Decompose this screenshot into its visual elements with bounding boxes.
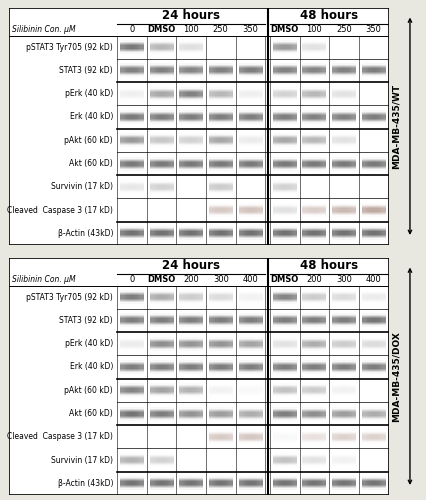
Text: Akt (60 kD): Akt (60 kD) xyxy=(69,409,113,418)
Text: DMSO: DMSO xyxy=(270,25,298,34)
Text: 200: 200 xyxy=(306,275,322,284)
Text: DMSO: DMSO xyxy=(147,275,175,284)
Text: pErk (40 kD): pErk (40 kD) xyxy=(65,339,113,348)
Text: Cleaved  Caspase 3 (17 kD): Cleaved Caspase 3 (17 kD) xyxy=(7,206,113,214)
Text: 48 hours: 48 hours xyxy=(299,259,357,272)
Text: 350: 350 xyxy=(242,25,258,34)
Text: Cleaved  Caspase 3 (17 kD): Cleaved Caspase 3 (17 kD) xyxy=(7,432,113,442)
Text: 250: 250 xyxy=(213,25,228,34)
Text: 24 hours: 24 hours xyxy=(162,9,219,22)
Text: 24 hours: 24 hours xyxy=(162,259,219,272)
Text: Erk (40 kD): Erk (40 kD) xyxy=(69,362,113,372)
Text: DMSO: DMSO xyxy=(147,25,175,34)
Text: Silibinin Con. μM: Silibinin Con. μM xyxy=(12,25,76,34)
Text: MDA-MB-435/DOX: MDA-MB-435/DOX xyxy=(391,331,400,422)
Text: 300: 300 xyxy=(335,275,351,284)
Text: 48 hours: 48 hours xyxy=(299,9,357,22)
Text: Survivin (17 kD): Survivin (17 kD) xyxy=(51,456,113,464)
Text: MDA-MB-435/WT: MDA-MB-435/WT xyxy=(391,84,400,169)
Text: Erk (40 kD): Erk (40 kD) xyxy=(69,112,113,122)
Text: 250: 250 xyxy=(335,25,351,34)
Text: 200: 200 xyxy=(183,275,199,284)
Text: 300: 300 xyxy=(212,275,228,284)
Text: 400: 400 xyxy=(365,275,381,284)
Text: β-Actin (43kD): β-Actin (43kD) xyxy=(58,229,113,238)
Text: STAT3 (92 kD): STAT3 (92 kD) xyxy=(59,316,113,325)
Text: Survivin (17 kD): Survivin (17 kD) xyxy=(51,182,113,192)
Text: Silibinin Con. μM: Silibinin Con. μM xyxy=(12,275,76,284)
Text: Akt (60 kD): Akt (60 kD) xyxy=(69,159,113,168)
Text: 0: 0 xyxy=(129,275,134,284)
Text: pSTAT3 Tyr705 (92 kD): pSTAT3 Tyr705 (92 kD) xyxy=(26,292,113,302)
Text: 400: 400 xyxy=(242,275,258,284)
Text: pErk (40 kD): pErk (40 kD) xyxy=(65,89,113,98)
Text: DMSO: DMSO xyxy=(270,275,298,284)
Text: pAkt (60 kD): pAkt (60 kD) xyxy=(64,386,113,395)
Text: 350: 350 xyxy=(365,25,381,34)
Text: 100: 100 xyxy=(183,25,199,34)
Text: pAkt (60 kD): pAkt (60 kD) xyxy=(64,136,113,145)
Text: pSTAT3 Tyr705 (92 kD): pSTAT3 Tyr705 (92 kD) xyxy=(26,42,113,51)
Text: 100: 100 xyxy=(306,25,322,34)
Text: 0: 0 xyxy=(129,25,134,34)
Text: STAT3 (92 kD): STAT3 (92 kD) xyxy=(59,66,113,75)
Text: β-Actin (43kD): β-Actin (43kD) xyxy=(58,479,113,488)
